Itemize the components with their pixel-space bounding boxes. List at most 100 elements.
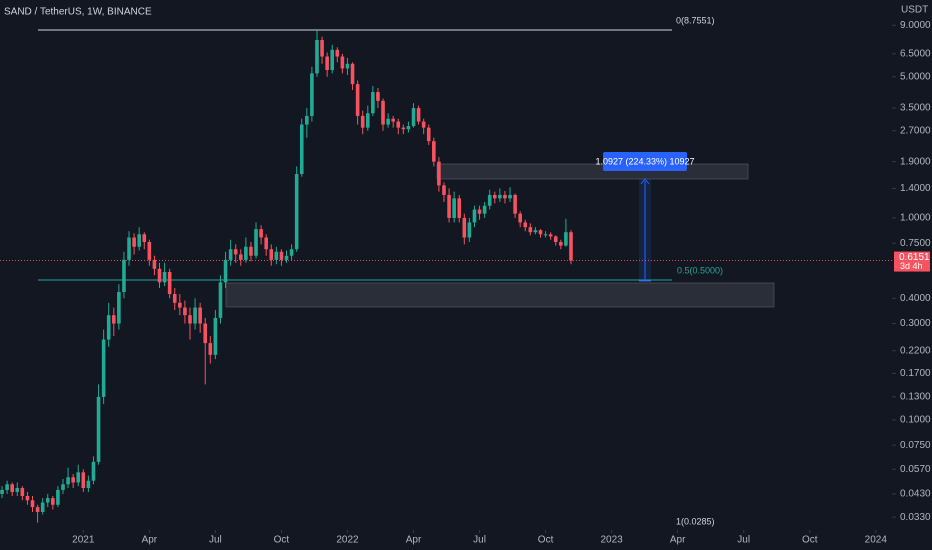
x-tick-label: Jul bbox=[473, 535, 486, 546]
candle-body bbox=[294, 174, 299, 250]
candle-body bbox=[310, 73, 314, 116]
y-tick-label: 0.3000 bbox=[900, 318, 931, 329]
candle-body bbox=[457, 198, 462, 218]
candle-body bbox=[391, 118, 395, 122]
candle-body bbox=[198, 307, 202, 324]
candle-body bbox=[543, 234, 548, 236]
y-tick-label: 1.4000 bbox=[900, 183, 931, 194]
x-tick-label: Apr bbox=[670, 535, 686, 546]
candle-body bbox=[371, 92, 375, 114]
candle-body bbox=[5, 484, 9, 490]
candle-body bbox=[167, 271, 172, 295]
candle-body bbox=[25, 495, 30, 501]
y-tick-label: 0.1300 bbox=[900, 392, 931, 403]
candle-body bbox=[20, 488, 25, 496]
candle-body bbox=[10, 484, 14, 492]
candle-body bbox=[178, 302, 182, 308]
measure-label: 1.0927 (224.33%) 10927 bbox=[595, 156, 694, 166]
candle-body bbox=[360, 115, 365, 128]
candle-body bbox=[101, 339, 106, 397]
candle-body bbox=[45, 498, 50, 503]
x-tick-label: Apr bbox=[406, 535, 422, 546]
y-tick-label: 0.7500 bbox=[900, 238, 931, 249]
candle-body bbox=[320, 40, 324, 57]
y-tick-label: 0.4000 bbox=[900, 293, 931, 304]
candle-body bbox=[127, 237, 131, 260]
y-tick-label: 3.5000 bbox=[900, 103, 931, 114]
candle-body bbox=[503, 194, 507, 199]
candle-body bbox=[213, 317, 218, 355]
chart-title: SAND / TetherUS, 1W, BINANCE bbox=[4, 7, 152, 18]
candle-body bbox=[508, 194, 512, 199]
candle-body bbox=[188, 315, 192, 324]
candle-body bbox=[35, 507, 40, 512]
candle-body bbox=[142, 234, 147, 243]
price-tag bbox=[894, 251, 930, 272]
candle-body bbox=[279, 251, 284, 260]
candle-body bbox=[452, 198, 456, 218]
candle-body bbox=[208, 343, 213, 355]
candle-body bbox=[447, 194, 451, 218]
x-tick-label: Oct bbox=[274, 535, 290, 546]
y-tick-label: 6.5000 bbox=[900, 48, 931, 59]
candle-body bbox=[117, 291, 121, 324]
y-tick-label: 0.1000 bbox=[900, 415, 931, 426]
candle-body bbox=[523, 222, 528, 228]
candle-body bbox=[386, 118, 390, 125]
candle-body bbox=[157, 268, 162, 283]
candle-body bbox=[411, 108, 416, 127]
candle-body bbox=[467, 222, 472, 238]
candle-body bbox=[416, 108, 421, 122]
candle-body bbox=[61, 484, 65, 490]
candle-body bbox=[30, 500, 35, 508]
x-tick-label: Jul bbox=[737, 535, 750, 546]
candle-body bbox=[477, 209, 482, 214]
candle-body bbox=[223, 259, 228, 283]
measure-label-box bbox=[603, 152, 687, 171]
candle-body bbox=[538, 230, 543, 235]
measure-arrow bbox=[640, 178, 650, 185]
x-tick-label: Oct bbox=[538, 535, 554, 546]
candle-body bbox=[528, 227, 533, 233]
y-tick-label: 0.0570 bbox=[900, 464, 931, 475]
candle-body bbox=[350, 63, 355, 85]
x-tick-label: 2022 bbox=[336, 535, 359, 546]
candle-body bbox=[305, 115, 309, 125]
candle-body bbox=[284, 255, 289, 260]
candle-body bbox=[401, 127, 406, 130]
y-tick-label: 0.2200 bbox=[900, 345, 931, 356]
resistance-zone bbox=[436, 163, 749, 180]
candle-body bbox=[81, 472, 86, 489]
candle-body bbox=[299, 124, 304, 175]
y-tick-label: 9.0000 bbox=[900, 20, 931, 31]
candle-body bbox=[51, 498, 55, 505]
price-tag-value: 0.6151 bbox=[899, 252, 930, 263]
candle-body bbox=[442, 185, 446, 195]
candle-body bbox=[325, 56, 329, 71]
candle-body bbox=[15, 488, 20, 492]
candle-body bbox=[381, 100, 385, 125]
candle-body bbox=[376, 92, 380, 101]
candle-body bbox=[437, 161, 441, 186]
candle-body bbox=[147, 242, 152, 260]
candle-body bbox=[533, 230, 538, 233]
candle-body bbox=[0, 489, 4, 494]
candle-body bbox=[228, 249, 233, 260]
candle-body bbox=[122, 259, 126, 292]
y-tick-label: 1.0000 bbox=[900, 213, 931, 224]
candle-body bbox=[553, 236, 558, 243]
candle-body bbox=[498, 194, 502, 199]
candle-body bbox=[274, 251, 279, 260]
candle-body bbox=[269, 249, 274, 260]
y-tick-label: 2.7000 bbox=[900, 125, 931, 136]
candle-body bbox=[111, 315, 116, 324]
candle-body bbox=[315, 40, 319, 74]
candle-body bbox=[264, 237, 268, 250]
candle-body bbox=[289, 249, 294, 256]
candle-body bbox=[249, 246, 253, 256]
candle-body bbox=[86, 480, 91, 489]
candle-body bbox=[233, 249, 238, 255]
x-tick-label: 2024 bbox=[865, 535, 888, 546]
